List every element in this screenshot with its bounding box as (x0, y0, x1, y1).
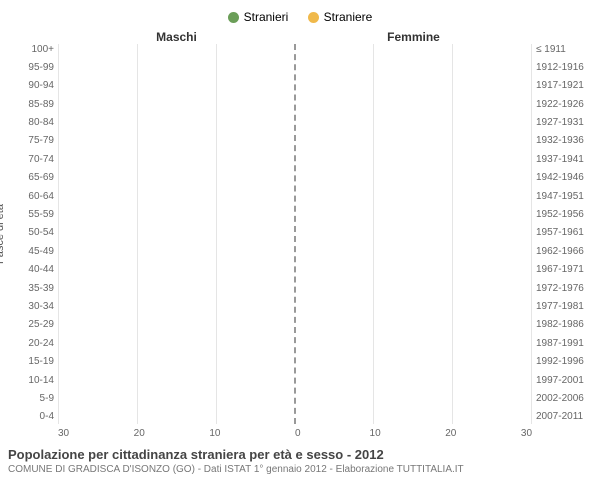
x-tick: 10 (209, 428, 285, 439)
birth-label: 1957-1961 (536, 228, 592, 238)
y-axis-label-left: Fasce di età (0, 204, 6, 264)
x-axis: 302010 0102030 (8, 428, 592, 439)
x-tick: 30 (58, 428, 134, 439)
birth-label: 1952-1956 (536, 210, 592, 220)
y-axis-left: 100+ 95-99 90-94 85-89 80-84 75-79 70-74 65-69 6… (8, 44, 58, 424)
chart-footer: Popolazione per cittadinanza straniera p… (8, 447, 592, 475)
header-male: Maschi (58, 30, 295, 44)
age-label: 60-64 (8, 192, 54, 202)
age-label: 100+ (8, 45, 54, 55)
birth-label: 1992-1996 (536, 357, 592, 367)
age-label: 55-59 (8, 210, 54, 220)
population-pyramid-chart: Stranieri Straniere Maschi Femmine Fasce… (0, 0, 600, 500)
age-label: 5-9 (8, 394, 54, 404)
age-label: 85-89 (8, 100, 54, 110)
age-label: 20-24 (8, 339, 54, 349)
birth-label: 1972-1976 (536, 284, 592, 294)
x-tick: 30 (456, 428, 532, 439)
birth-label: 1942-1946 (536, 173, 592, 183)
age-label: 40-44 (8, 265, 54, 275)
center-axis-line (294, 44, 296, 424)
age-label: 30-34 (8, 302, 54, 312)
age-label: 70-74 (8, 155, 54, 165)
bars-area (58, 44, 532, 424)
x-tick: 0 (295, 428, 305, 439)
x-tick: 10 (305, 428, 381, 439)
age-label: 10-14 (8, 376, 54, 386)
birth-label: 1962-1966 (536, 247, 592, 257)
column-headers: Maschi Femmine (8, 30, 592, 44)
chart-subtitle: COMUNE DI GRADISCA D'ISONZO (GO) - Dati … (8, 464, 592, 475)
age-label: 80-84 (8, 118, 54, 128)
age-label: 25-29 (8, 320, 54, 330)
legend-label-female: Straniere (324, 10, 373, 24)
age-label: 95-99 (8, 63, 54, 73)
plot-area: Fasce di età 100+95-9990-9485-8980-8475-… (8, 44, 592, 424)
birth-label: 1912-1916 (536, 63, 592, 73)
chart-title: Popolazione per cittadinanza straniera p… (8, 447, 592, 462)
legend-item-female: Straniere (308, 10, 373, 24)
birth-label: 1947-1951 (536, 192, 592, 202)
legend-swatch-female (308, 12, 319, 23)
age-label: 15-19 (8, 357, 54, 367)
age-label: 0-4 (8, 412, 54, 422)
x-tick: 20 (134, 428, 210, 439)
birth-label: 2007-2011 (536, 412, 592, 422)
birth-label: ≤ 1911 (536, 45, 592, 55)
legend: Stranieri Straniere (8, 10, 592, 26)
legend-item-male: Stranieri (228, 10, 289, 24)
legend-swatch-male (228, 12, 239, 23)
age-label: 65-69 (8, 173, 54, 183)
birth-label: 1927-1931 (536, 118, 592, 128)
birth-label: 1922-1926 (536, 100, 592, 110)
birth-label: 1977-1981 (536, 302, 592, 312)
age-label: 35-39 (8, 284, 54, 294)
birth-label: 1982-1986 (536, 320, 592, 330)
header-female: Femmine (295, 30, 532, 44)
birth-label: 1987-1991 (536, 339, 592, 349)
birth-label: 1932-1936 (536, 136, 592, 146)
birth-label: 1967-1971 (536, 265, 592, 275)
birth-label: 1937-1941 (536, 155, 592, 165)
birth-label: 1917-1921 (536, 81, 592, 91)
y-axis-right: ≤ 1911 1912-1916 1917-1921 1922-1926 1927-19… (532, 44, 592, 424)
age-label: 90-94 (8, 81, 54, 91)
birth-label: 1997-2001 (536, 376, 592, 386)
age-label: 50-54 (8, 228, 54, 238)
age-label: 45-49 (8, 247, 54, 257)
x-tick: 20 (381, 428, 457, 439)
legend-label-male: Stranieri (244, 10, 289, 24)
birth-label: 2002-2006 (536, 394, 592, 404)
age-label: 75-79 (8, 136, 54, 146)
